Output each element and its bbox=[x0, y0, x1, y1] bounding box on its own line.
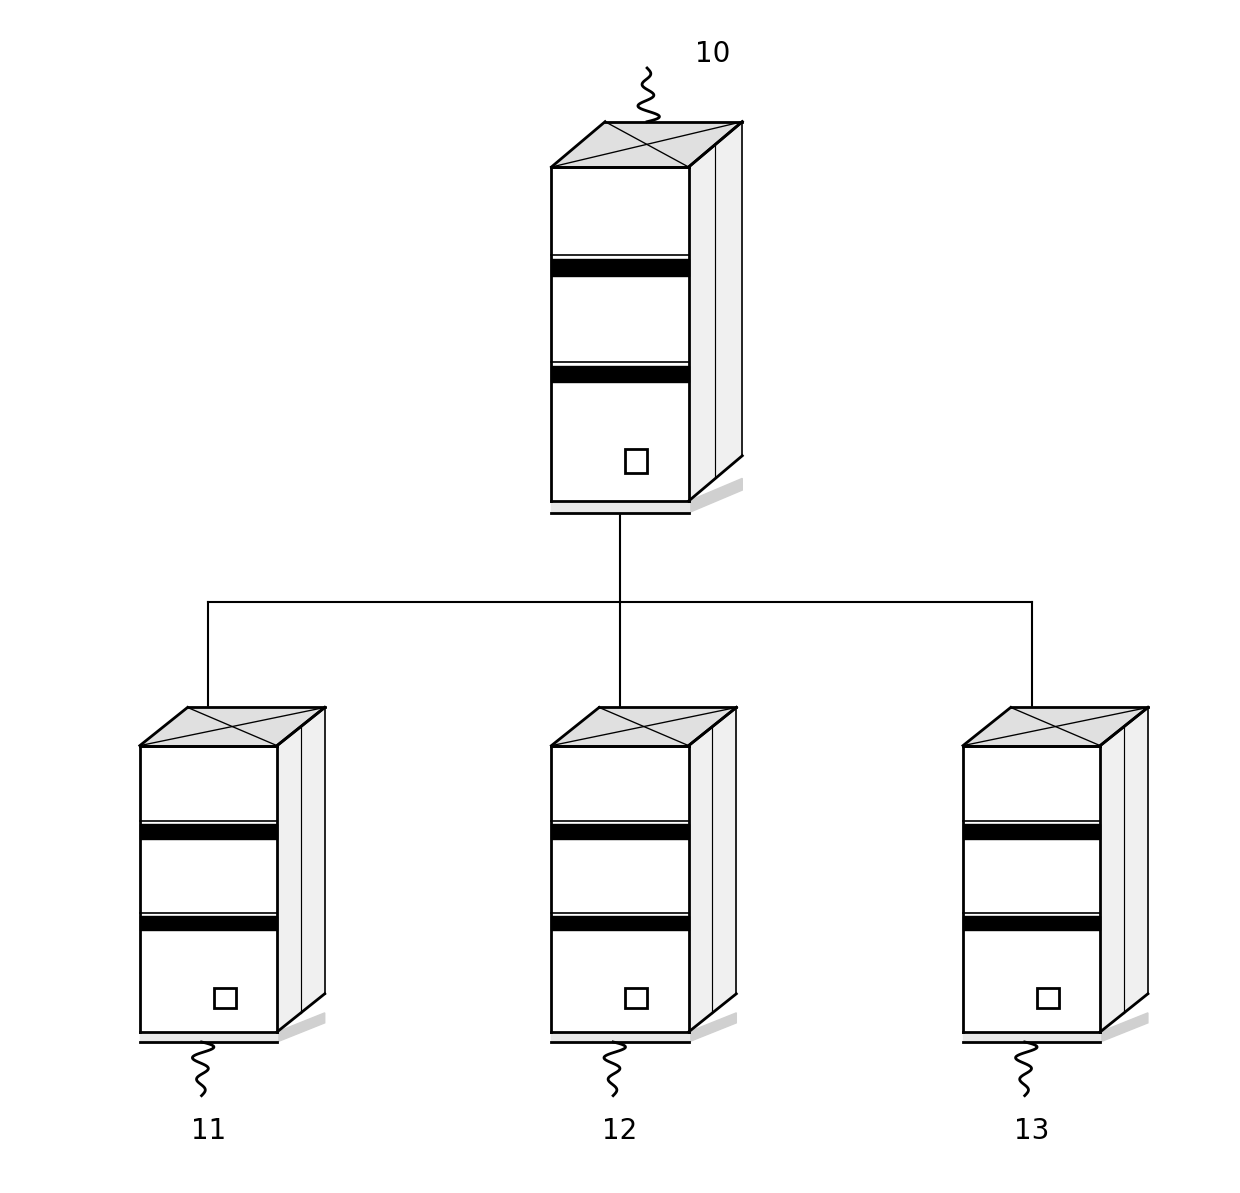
Text: 12: 12 bbox=[603, 1117, 637, 1145]
Polygon shape bbox=[552, 1032, 688, 1041]
Polygon shape bbox=[963, 824, 1100, 839]
Polygon shape bbox=[140, 746, 277, 1032]
Polygon shape bbox=[688, 122, 743, 501]
Bar bbox=[625, 988, 647, 1008]
Polygon shape bbox=[552, 501, 688, 513]
Polygon shape bbox=[277, 707, 325, 1032]
Polygon shape bbox=[552, 167, 688, 501]
Polygon shape bbox=[1100, 1013, 1148, 1041]
Polygon shape bbox=[688, 707, 737, 1032]
Polygon shape bbox=[1100, 707, 1148, 1032]
Bar bbox=[625, 450, 647, 472]
Polygon shape bbox=[277, 1013, 325, 1041]
Polygon shape bbox=[552, 707, 737, 746]
Polygon shape bbox=[552, 122, 743, 167]
Bar bbox=[1037, 988, 1059, 1008]
Polygon shape bbox=[688, 1013, 737, 1041]
Polygon shape bbox=[963, 707, 1148, 746]
Text: 11: 11 bbox=[191, 1117, 226, 1145]
Polygon shape bbox=[688, 478, 743, 513]
Text: 13: 13 bbox=[1014, 1117, 1049, 1145]
Polygon shape bbox=[552, 366, 688, 383]
Polygon shape bbox=[140, 916, 277, 931]
Polygon shape bbox=[140, 1032, 277, 1041]
Polygon shape bbox=[552, 746, 688, 1032]
Polygon shape bbox=[140, 707, 325, 746]
Polygon shape bbox=[552, 259, 688, 276]
Polygon shape bbox=[963, 1032, 1100, 1041]
Polygon shape bbox=[140, 824, 277, 839]
Polygon shape bbox=[552, 916, 688, 931]
Polygon shape bbox=[552, 824, 688, 839]
Bar bbox=[215, 988, 236, 1008]
Polygon shape bbox=[963, 746, 1100, 1032]
Text: 10: 10 bbox=[696, 39, 730, 68]
Polygon shape bbox=[963, 916, 1100, 931]
